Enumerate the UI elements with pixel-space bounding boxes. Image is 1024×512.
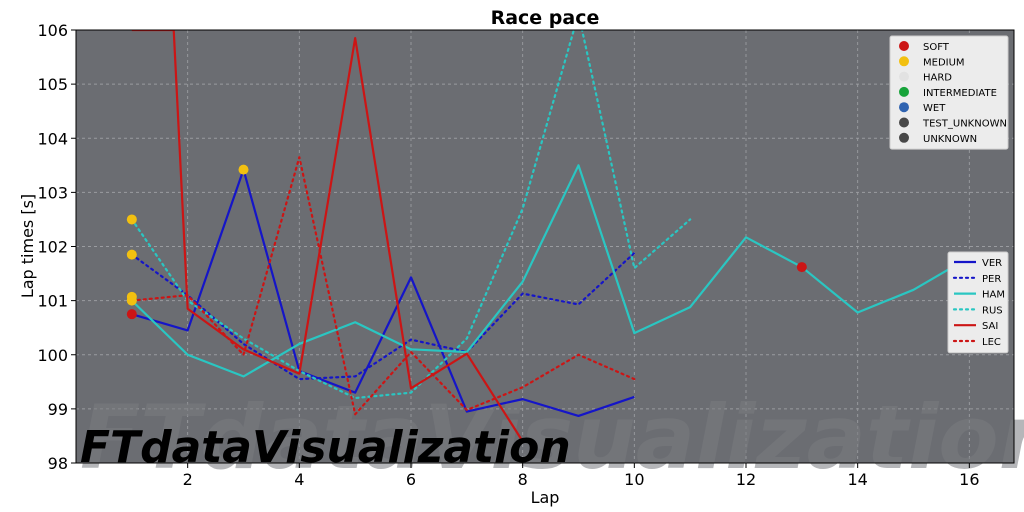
watermark-background: FTdataVisualization: [80, 386, 1024, 489]
compound-legend-label: UNKNOWN: [923, 134, 977, 145]
series-line-per: [130, 251, 636, 381]
plot-frame: [75, 29, 1015, 464]
y-tick-label: 106: [37, 21, 68, 40]
x-tick-label: 14: [847, 470, 867, 489]
x-tick-label: 8: [518, 470, 528, 489]
x-tick-label: 6: [406, 470, 416, 489]
compound-marker-medium: [126, 291, 137, 302]
compound-marker-medium: [238, 164, 249, 175]
compound-legend-label: SOFT: [923, 42, 950, 53]
x-tick-label: 16: [959, 470, 979, 489]
legend-marker-intermediate: [899, 86, 909, 97]
driver-legend-label: RUS: [982, 305, 1003, 316]
driver-legend-label: PER: [982, 274, 1001, 285]
driver-legend-label: HAM: [982, 290, 1005, 301]
compound-legend-label: INTERMEDIATE: [923, 88, 997, 99]
compound-markers: [126, 164, 807, 320]
driver-legend: VER PER HAM RUS SAI LEC: [947, 251, 1009, 354]
y-tick-label: 105: [37, 75, 68, 94]
compound-marker-medium: [126, 249, 137, 260]
legend-marker-unknown: [899, 132, 909, 143]
y-tick-label: 101: [37, 292, 68, 311]
compound-legend: SOFT MEDIUM HARD INTERMEDIATE WET TEST_UNKNOW…: [889, 35, 1009, 150]
x-axis-label: Lap: [531, 488, 560, 507]
x-tick-label: 12: [736, 470, 756, 489]
compound-marker-medium: [126, 214, 137, 225]
legend-marker-test_unknown: [899, 117, 909, 128]
driver-legend-box: [947, 251, 1009, 354]
compound-marker-soft: [796, 262, 807, 273]
watermark-text: FTdataVisualization: [80, 422, 571, 473]
legend-marker-wet: [899, 102, 909, 113]
y-axis-label: Lap times [s]: [18, 194, 37, 298]
series-line-sai: [131, 30, 524, 442]
compound-legend-label: TEST_UNKNOWN: [922, 119, 1007, 130]
compound-legend-box: [889, 35, 1009, 150]
series-line-lec: [130, 156, 636, 416]
driver-legend-label: VER: [982, 258, 1002, 269]
driver-legend-label: LEC: [982, 337, 1001, 348]
compound-legend-label: HARD: [923, 73, 952, 84]
series-line-ham: [131, 164, 970, 378]
compound-marker-soft: [126, 309, 137, 320]
series-line-rus: [130, 30, 692, 400]
y-tick-label: 103: [37, 183, 68, 202]
y-tick-label: 102: [37, 238, 68, 257]
chart-title: Race pace: [491, 7, 600, 29]
y-tick-label: 99: [48, 400, 68, 419]
axis-ticks: 2 4 6 8 10 12 14 16 98 99 100 101 102 103 104 105 106: [37, 21, 979, 489]
compound-legend-label: WET: [923, 103, 946, 114]
legend-marker-medium: [899, 56, 909, 67]
legend-marker-hard: [899, 71, 909, 82]
x-tick-label: 10: [624, 470, 644, 489]
x-tick-label: 2: [183, 470, 193, 489]
legend-marker-soft: [899, 41, 909, 51]
driver-legend-label: SAI: [982, 321, 998, 332]
compound-legend-label: MEDIUM: [923, 57, 965, 68]
series-lines: [130, 30, 970, 442]
y-tick-label: 98: [48, 454, 68, 473]
y-tick-label: 100: [37, 346, 68, 365]
x-tick-label: 4: [294, 470, 304, 489]
y-tick-label: 104: [37, 129, 68, 148]
